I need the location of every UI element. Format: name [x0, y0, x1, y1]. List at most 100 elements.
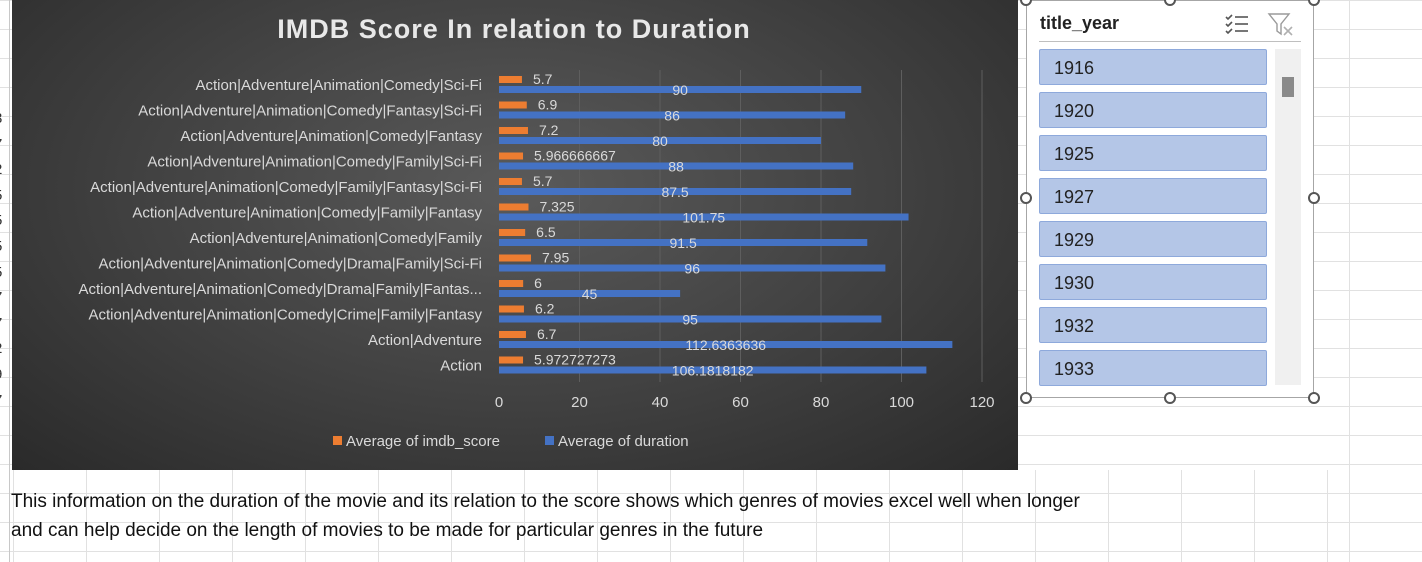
row-header-number: 5	[0, 212, 2, 229]
bar-duration[interactable]	[499, 239, 868, 246]
data-label-duration: 91.5	[670, 235, 697, 251]
bar-imdb-score[interactable]	[499, 254, 531, 262]
legend-swatch-imdb-score	[333, 436, 342, 445]
bar-duration[interactable]	[499, 162, 854, 170]
chart-canvas: Action|Adventure|Animation|Comedy|Sci-Fi…	[78, 14, 994, 450]
analysis-note: This information on the duration of the …	[11, 487, 1080, 545]
bar-imdb-score[interactable]	[499, 331, 526, 338]
resize-handle-middle-right[interactable]	[1308, 192, 1320, 204]
x-tick-label: 0	[495, 394, 503, 411]
bar-imdb-score[interactable]	[499, 305, 524, 313]
slicer-item[interactable]: 1920	[1039, 92, 1267, 128]
resize-handle-top-left[interactable]	[1020, 0, 1032, 6]
slicer-item[interactable]: 1930	[1039, 264, 1267, 300]
resize-handle-top-right[interactable]	[1308, 0, 1320, 6]
legend-label-duration: Average of duration	[558, 433, 689, 450]
slicer-title: title_year	[1040, 13, 1120, 33]
row-header-number: 2	[0, 340, 2, 357]
data-label-duration: 88	[668, 159, 684, 175]
category-label: Action|Adventure|Animation|Comedy|Crime|…	[88, 307, 482, 324]
clear-filter-icon[interactable]	[1267, 11, 1295, 37]
data-label-duration: 96	[684, 261, 700, 277]
row-header-number: 3	[0, 110, 2, 127]
resize-handle-bottom-center[interactable]	[1164, 392, 1176, 404]
data-label-duration: 101.75	[682, 210, 725, 226]
data-label-duration: 87.5	[661, 184, 688, 200]
category-label: Action|Adventure|Animation|Comedy|Fantas…	[138, 103, 482, 120]
row-header-number: 7	[0, 392, 2, 409]
bar-duration[interactable]	[499, 213, 909, 221]
bar-duration[interactable]	[499, 264, 886, 272]
data-label-imdb-score: 5.7	[533, 173, 553, 189]
bar-imdb-score[interactable]	[499, 229, 526, 236]
note-line-1: This information on the duration of the …	[11, 491, 1080, 512]
slicer-item[interactable]: 1929	[1039, 221, 1267, 257]
bar-imdb-score[interactable]	[499, 101, 527, 109]
bar-duration[interactable]	[499, 366, 927, 374]
multi-select-icon[interactable]	[1223, 11, 1251, 37]
category-label: Action|Adventure|Animation|Comedy|Drama|…	[78, 281, 482, 298]
data-label-duration: 112.6363636	[685, 337, 766, 353]
bar-imdb-score[interactable]	[499, 152, 524, 160]
data-label-imdb-score: 7.95	[542, 250, 569, 266]
category-label: Action|Adventure|Animation|Comedy|Family…	[147, 154, 482, 171]
data-label-imdb-score: 6.2	[535, 301, 555, 317]
row-header-number: 5	[0, 238, 2, 255]
bar-imdb-score[interactable]	[499, 127, 528, 134]
x-tick-label: 40	[652, 394, 669, 411]
category-label: Action|Adventure|Animation|Comedy|Family…	[90, 179, 482, 196]
slicer-header: title_year	[1039, 9, 1301, 42]
bar-duration[interactable]	[499, 341, 953, 348]
bar-imdb-score[interactable]	[499, 76, 522, 83]
bar-chart[interactable]: Action|Adventure|Animation|Comedy|Sci-Fi…	[12, 0, 1018, 470]
slicer-item[interactable]: 1933	[1039, 350, 1267, 386]
x-tick-label: 100	[889, 394, 914, 411]
slicer-item[interactable]: 1927	[1039, 178, 1267, 214]
category-label: Action|Adventure	[368, 332, 482, 349]
resize-handle-bottom-right[interactable]	[1308, 392, 1320, 404]
bar-duration[interactable]	[499, 315, 882, 323]
slicer-scroll-thumb[interactable]	[1282, 77, 1294, 97]
category-label: Action	[440, 358, 482, 375]
title-year-slicer[interactable]: title_year 1916 1920 1925 1927 1929 1930 1932 1…	[1026, 0, 1314, 398]
data-label-imdb-score: 6	[534, 275, 542, 291]
bar-imdb-score[interactable]	[499, 356, 524, 364]
resize-handle-middle-left[interactable]	[1020, 192, 1032, 204]
category-label: Action|Adventure|Animation|Comedy|Fantas…	[180, 128, 482, 145]
bar-duration[interactable]	[499, 111, 846, 119]
data-label-imdb-score: 7.2	[539, 122, 559, 138]
slicer-scrollbar[interactable]	[1275, 49, 1301, 385]
data-label-imdb-score: 5.966666667	[534, 148, 616, 164]
data-label-imdb-score: 5.972727273	[534, 352, 616, 368]
bar-duration[interactable]	[499, 137, 821, 144]
data-label-imdb-score: 7.325	[539, 199, 574, 215]
data-label-duration: 86	[664, 108, 680, 124]
data-label-duration: 95	[682, 312, 698, 328]
bar-duration[interactable]	[499, 188, 852, 195]
data-label-imdb-score: 6.5	[536, 224, 556, 240]
row-header-number: 9	[0, 366, 2, 383]
x-tick-label: 80	[813, 394, 830, 411]
legend-label-imdb-score: Average of imdb_score	[346, 433, 500, 450]
category-label: Action|Adventure|Animation|Comedy|Family…	[132, 205, 482, 222]
bar-imdb-score[interactable]	[499, 178, 522, 185]
data-label-imdb-score: 5.7	[533, 71, 553, 87]
row-header-number: 5	[0, 187, 2, 204]
row-header-number: 5	[0, 264, 2, 281]
resize-handle-bottom-left[interactable]	[1020, 392, 1032, 404]
data-label-duration: 106.1818182	[672, 363, 754, 379]
resize-handle-top-center[interactable]	[1164, 0, 1176, 6]
chart-title: IMDB Score In relation to Duration	[277, 14, 751, 44]
bar-duration[interactable]	[499, 86, 862, 93]
slicer-item[interactable]: 1932	[1039, 307, 1267, 343]
category-label: Action|Adventure|Animation|Comedy|Family	[190, 230, 483, 247]
slicer-item[interactable]: 1925	[1039, 135, 1267, 171]
x-tick-label: 60	[732, 394, 749, 411]
legend: Average of imdb_score Average of duratio…	[333, 433, 689, 450]
gridlines	[579, 70, 983, 382]
bar-duration[interactable]	[499, 290, 681, 297]
x-tick-label: 120	[969, 394, 994, 411]
bar-imdb-score[interactable]	[499, 280, 524, 287]
slicer-item[interactable]: 1916	[1039, 49, 1267, 85]
bar-imdb-score[interactable]	[499, 203, 529, 211]
